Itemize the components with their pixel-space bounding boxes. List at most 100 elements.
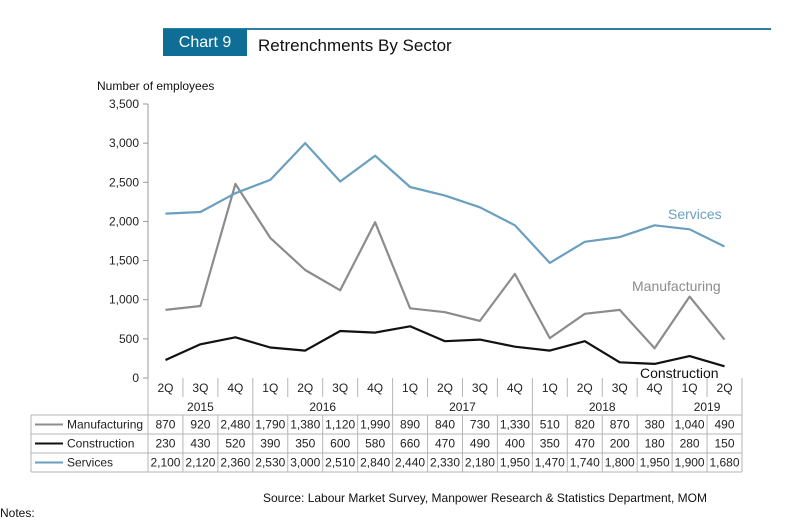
- table-cell: 1,950: [500, 456, 530, 470]
- end-label-manufacturing: Manufacturing: [632, 278, 721, 294]
- series-lines: [165, 142, 726, 368]
- table-cell: 1,800: [605, 456, 635, 470]
- x-tick-label: 1Q: [402, 381, 418, 395]
- source-note: Source: Labour Market Survey, Manpower R…: [263, 491, 707, 505]
- table-cell: 2,440: [395, 456, 425, 470]
- y-tick-label: 3,000: [109, 136, 139, 150]
- y-tick-label: 0: [132, 371, 139, 385]
- table-cell: 1,990: [360, 418, 390, 432]
- table-cell: 490: [470, 437, 490, 451]
- table-cell: 1,120: [325, 418, 355, 432]
- x-tick-label: 3Q: [332, 381, 348, 395]
- table-cell: 180: [645, 437, 665, 451]
- table-cell: 2,360: [220, 456, 250, 470]
- y-axis-label: Number of employees: [97, 79, 215, 93]
- x-tick-label: 2Q: [717, 381, 733, 395]
- chart-title: Retrenchments By Sector: [258, 36, 452, 55]
- y-tick-label: 1,000: [109, 293, 139, 307]
- table-cell: 380: [645, 418, 665, 432]
- table-cell: 2,180: [465, 456, 495, 470]
- table-cell: 470: [435, 437, 455, 451]
- table-cell: 2,120: [185, 456, 215, 470]
- table-cell: 1,900: [675, 456, 705, 470]
- table-cell: 1,680: [710, 456, 740, 470]
- y-tick-label: 500: [119, 332, 139, 346]
- table-cell: 390: [260, 437, 280, 451]
- end-label-construction: Construction: [640, 365, 719, 381]
- x-tick-label: 1Q: [262, 381, 278, 395]
- table-cell: 510: [540, 418, 560, 432]
- table-cell: 840: [435, 418, 455, 432]
- year-label: 2019: [694, 400, 721, 414]
- year-label: 2015: [187, 400, 214, 414]
- table-cell: 870: [155, 418, 175, 432]
- series-line-manufacturing: [165, 182, 726, 350]
- end-label-services: Services: [668, 206, 722, 222]
- chart-number-badge: Chart 9: [163, 29, 247, 56]
- table-cell: 730: [470, 418, 490, 432]
- x-tick-label: 3Q: [192, 381, 208, 395]
- series-line-construction: [165, 325, 725, 368]
- series-end-labels: Manufacturing Construction Services: [632, 206, 722, 381]
- table-cell: 1,380: [290, 418, 320, 432]
- table-cell: 2,530: [255, 456, 285, 470]
- x-tick-label: 4Q: [367, 381, 383, 395]
- x-tick-label: 4Q: [507, 381, 523, 395]
- table-cell: 2,480: [220, 418, 250, 432]
- table-cell: 890: [400, 418, 420, 432]
- y-tick-label: 2,000: [109, 214, 139, 228]
- table-cell: 520: [225, 437, 245, 451]
- year-label: 2017: [449, 400, 476, 414]
- x-tick-label: 4Q: [647, 381, 663, 395]
- table-cell: 1,740: [570, 456, 600, 470]
- x-tick-label: 2Q: [297, 381, 313, 395]
- series-line-services: [165, 142, 725, 264]
- table-cell: 230: [155, 437, 175, 451]
- y-tick-label: 1,500: [109, 254, 139, 268]
- year-label: 2018: [589, 400, 616, 414]
- table-cell: 350: [295, 437, 315, 451]
- y-tick-label: 3,500: [109, 97, 139, 111]
- x-tick-label: 2Q: [437, 381, 453, 395]
- notes-label: Notes:: [0, 506, 35, 520]
- table-cell: 660: [400, 437, 420, 451]
- table-cell: 3,000: [290, 456, 320, 470]
- y-tick-label: 2,500: [109, 175, 139, 189]
- table-cell: 1,790: [255, 418, 285, 432]
- table-cell: 430: [190, 437, 210, 451]
- table-cell: 580: [365, 437, 385, 451]
- table-cell: 2,100: [150, 456, 180, 470]
- x-tick-label: 2Q: [577, 381, 593, 395]
- table-cell: 820: [575, 418, 595, 432]
- table-cell: 1,950: [640, 456, 670, 470]
- table-cell: 2,840: [360, 456, 390, 470]
- x-tick-label: 3Q: [472, 381, 488, 395]
- year-label: 2016: [309, 400, 336, 414]
- table-cell: 920: [190, 418, 210, 432]
- table-cell: 2,330: [430, 456, 460, 470]
- header-rule: [163, 28, 771, 30]
- legend-label-services: Services: [67, 456, 113, 470]
- table-cell: 490: [715, 418, 735, 432]
- legend-label-manufacturing: Manufacturing: [67, 418, 143, 432]
- table-cell: 600: [330, 437, 350, 451]
- x-tick-label: 1Q: [542, 381, 558, 395]
- table-cell: 400: [505, 437, 525, 451]
- table-cell: 2,510: [325, 456, 355, 470]
- table-cell: 870: [610, 418, 630, 432]
- x-tick-label: 2Q: [157, 381, 173, 395]
- table-cell: 1,470: [535, 456, 565, 470]
- table-cell: 350: [540, 437, 560, 451]
- table-cell: 1,040: [675, 418, 705, 432]
- table-cell: 200: [610, 437, 630, 451]
- axes: 0 500 1,000 1,500 2,000 2,500 3,000 3,500: [109, 97, 149, 385]
- data-table: 2Q 3Q 4Q 1Q 2Q 3Q 4Q 1Q 2Q 3Q 4Q 1Q 2Q 3Q 4Q 1Q 2Q 2015 20…: [30, 378, 743, 473]
- legend-label-construction: Construction: [67, 437, 134, 451]
- table-cell: 150: [715, 437, 735, 451]
- x-tick-label: 1Q: [682, 381, 698, 395]
- table-cell: 470: [575, 437, 595, 451]
- table-cell: 280: [680, 437, 700, 451]
- x-tick-label: 3Q: [612, 381, 628, 395]
- table-cell: 1,330: [500, 418, 530, 432]
